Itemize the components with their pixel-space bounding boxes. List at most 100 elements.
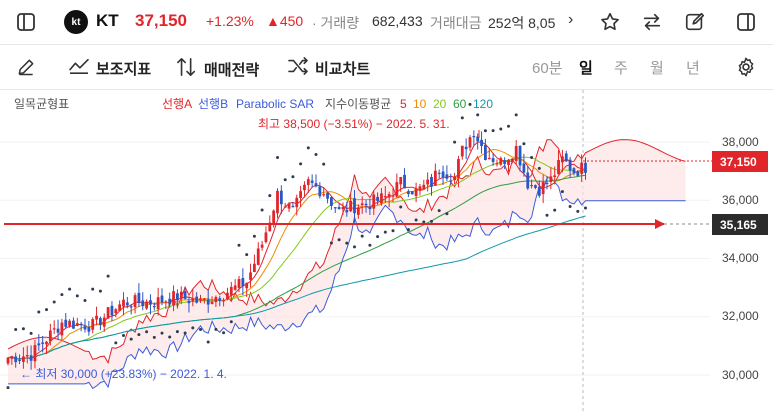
compare-button[interactable]: 비교차트 bbox=[287, 57, 370, 79]
candle-body bbox=[553, 175, 557, 177]
candle-body bbox=[468, 137, 472, 148]
period-60min[interactable]: 60분 bbox=[532, 60, 563, 77]
cross-arrows-icon bbox=[287, 57, 309, 79]
period-week[interactable]: 주 bbox=[614, 60, 628, 77]
candle-body bbox=[122, 299, 125, 307]
y-tick-38000: 38,000 bbox=[722, 135, 759, 149]
swap-icon[interactable] bbox=[636, 6, 668, 38]
sar-dot bbox=[560, 190, 564, 194]
sar-dot bbox=[391, 229, 395, 233]
candle-body bbox=[460, 145, 464, 157]
candle-body bbox=[484, 144, 487, 160]
candle-body bbox=[368, 206, 372, 210]
indicators-button[interactable]: 보조지표 bbox=[68, 57, 151, 79]
candle-body bbox=[214, 297, 218, 303]
candle-body bbox=[564, 153, 568, 162]
candle-body bbox=[114, 309, 118, 314]
current-price: 37,150 bbox=[135, 11, 187, 30]
ma5-label: 5 bbox=[400, 97, 407, 111]
candle-body bbox=[45, 341, 48, 345]
current-price-tag: 37,150 bbox=[720, 155, 757, 169]
chevron-right-icon[interactable]: › bbox=[568, 11, 574, 28]
candle-body bbox=[160, 295, 164, 303]
strategy-button[interactable]: 매매전략 bbox=[176, 57, 259, 81]
span-a-label: 선행A bbox=[162, 96, 192, 111]
sar-dot bbox=[45, 308, 48, 312]
span-b-line bbox=[8, 177, 686, 390]
candle-body bbox=[310, 180, 314, 183]
candle-body bbox=[422, 184, 426, 189]
sar-dot bbox=[145, 330, 149, 334]
sar-dot bbox=[98, 289, 102, 293]
period-year[interactable]: 년 bbox=[686, 60, 700, 77]
sar-dot bbox=[283, 178, 287, 182]
period-month[interactable]: 월 bbox=[650, 60, 664, 77]
sar-dot bbox=[491, 129, 495, 133]
trend-icon bbox=[68, 57, 90, 79]
sar-dot bbox=[568, 204, 572, 208]
settings-gear-icon[interactable] bbox=[735, 56, 757, 83]
candle-body bbox=[172, 291, 175, 306]
sidebar-toggle-icon[interactable] bbox=[10, 6, 42, 38]
candle-body bbox=[260, 244, 264, 248]
candle-body bbox=[199, 298, 202, 301]
candle-body bbox=[22, 356, 25, 363]
candle-body bbox=[407, 191, 410, 195]
sar-dot bbox=[545, 213, 549, 217]
candle-body bbox=[226, 292, 229, 300]
sar-dot bbox=[260, 208, 264, 212]
candle-body bbox=[376, 196, 379, 201]
candle-body bbox=[183, 291, 187, 299]
sar-dot bbox=[229, 320, 233, 324]
panel-toggle-icon[interactable] bbox=[730, 6, 762, 38]
ichimoku-label: 일목균형표 bbox=[14, 97, 69, 111]
candle-body bbox=[276, 190, 279, 214]
drawing-tool-button[interactable] bbox=[16, 57, 36, 81]
candle-body bbox=[561, 156, 564, 163]
period-day[interactable]: 일 bbox=[579, 60, 593, 77]
current-price-tag-bg bbox=[712, 151, 768, 172]
candle-body bbox=[545, 182, 549, 185]
candle-body bbox=[403, 174, 406, 189]
edit-icon[interactable] bbox=[679, 6, 711, 38]
sar-dot bbox=[114, 341, 118, 345]
candle-body bbox=[318, 186, 322, 197]
candle-body bbox=[164, 301, 168, 303]
candle-body bbox=[264, 232, 268, 243]
ma60-label: 60 bbox=[453, 97, 467, 111]
star-icon[interactable] bbox=[594, 6, 626, 38]
candle-body bbox=[206, 299, 210, 305]
sar-dot bbox=[75, 294, 79, 298]
candle-body bbox=[110, 305, 114, 316]
sar-dot bbox=[60, 293, 64, 297]
candle-body bbox=[395, 182, 399, 197]
stock-chart[interactable]: 일목균형표 선행A 선행B Parabolic SAR 지수이동평균 5 10 … bbox=[0, 90, 773, 413]
candle-body bbox=[268, 222, 272, 232]
sar-dot bbox=[445, 212, 449, 216]
candle-body bbox=[349, 200, 353, 212]
sar-dot bbox=[14, 328, 18, 332]
candle-body bbox=[37, 343, 41, 346]
sar-dot bbox=[222, 331, 226, 335]
candle-body bbox=[341, 206, 345, 210]
candle-body bbox=[10, 356, 14, 359]
change-percent: +1.23% bbox=[206, 13, 254, 29]
candle-body bbox=[372, 194, 376, 209]
ma120-label: 120 bbox=[473, 97, 493, 111]
sar-dot bbox=[168, 335, 172, 339]
candle-body bbox=[387, 194, 391, 198]
amount-value: 252억 8,05 bbox=[488, 15, 556, 31]
candle-body bbox=[125, 302, 129, 306]
sar-dot bbox=[91, 287, 95, 291]
candle-body bbox=[272, 210, 276, 225]
sar-dot bbox=[52, 300, 56, 304]
candle-body bbox=[176, 293, 179, 301]
candle-body bbox=[195, 296, 199, 303]
candle-body bbox=[75, 323, 79, 326]
candle-body bbox=[383, 196, 387, 198]
y-tick-36000: 36,000 bbox=[722, 193, 759, 207]
candle-body bbox=[241, 278, 245, 287]
candle-body bbox=[472, 136, 476, 138]
candle-body bbox=[52, 328, 56, 330]
candle-body bbox=[156, 297, 160, 310]
